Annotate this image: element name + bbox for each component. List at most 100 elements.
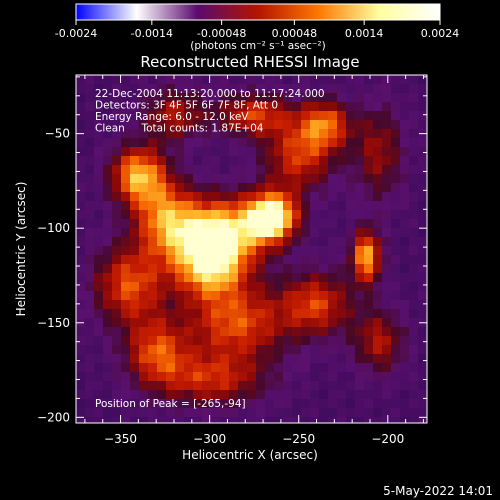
heatmap-cell [319, 309, 329, 319]
heatmap-cell [94, 174, 104, 184]
heatmap-cell [112, 399, 122, 409]
heatmap-cell [148, 390, 158, 400]
heatmap-cell [175, 138, 185, 148]
heatmap-cell [139, 390, 149, 400]
heatmap-cell [193, 120, 203, 130]
heatmap-cell [94, 291, 104, 301]
heatmap-cell [400, 345, 410, 355]
heatmap-cell [121, 246, 131, 256]
heatmap-cell [211, 264, 221, 274]
heatmap-cell [400, 300, 410, 310]
heatmap-cell [157, 102, 167, 112]
heatmap-cell [346, 273, 356, 283]
heatmap-cell [346, 246, 356, 256]
heatmap-cell [238, 345, 248, 355]
heatmap-cell [85, 372, 95, 382]
heatmap-cell [400, 390, 410, 400]
heatmap-cell [256, 318, 266, 328]
heatmap-cell [364, 273, 374, 283]
heatmap-cell [202, 120, 212, 130]
heatmap-cell [157, 345, 167, 355]
heatmap-cell [409, 264, 419, 274]
heatmap-cell [391, 75, 401, 85]
heatmap-cell [238, 210, 248, 220]
heatmap-cell [310, 354, 320, 364]
heatmap-cell [292, 345, 302, 355]
heatmap-cell [85, 327, 95, 337]
heatmap-cell [301, 345, 311, 355]
heatmap-cell [364, 372, 374, 382]
heatmap-cell [355, 129, 365, 139]
heatmap-cell [328, 345, 338, 355]
heatmap-cell [373, 336, 383, 346]
heatmap-cell [409, 327, 419, 337]
heatmap-cell [274, 147, 284, 157]
heatmap-cell [202, 156, 212, 166]
heatmap-cell [130, 282, 140, 292]
heatmap-cell [265, 75, 275, 85]
heatmap-cell [148, 300, 158, 310]
heatmap-cell [211, 147, 221, 157]
heatmap-cell [337, 129, 347, 139]
heatmap-cell [409, 390, 419, 400]
heatmap-cell [238, 138, 248, 148]
heatmap-cell [274, 165, 284, 175]
heatmap-cell [373, 120, 383, 130]
heatmap-cell [310, 255, 320, 265]
heatmap-cell [301, 174, 311, 184]
heatmap-cell [175, 363, 185, 373]
heatmap-cell [400, 282, 410, 292]
heatmap-cell [202, 174, 212, 184]
heatmap-cell [373, 399, 383, 409]
heatmap-cell [310, 345, 320, 355]
heatmap-cell [265, 381, 275, 391]
heatmap-cell [130, 264, 140, 274]
heatmap-cell [202, 372, 212, 382]
heatmap-cell [121, 408, 131, 418]
heatmap-cell [337, 417, 347, 424]
heatmap-cell [409, 192, 419, 202]
heatmap-cell [391, 120, 401, 130]
heatmap-cell [220, 291, 230, 301]
heatmap-cell [184, 183, 194, 193]
heatmap-cell [418, 399, 428, 409]
heatmap-cell [391, 129, 401, 139]
heatmap-cell [418, 336, 428, 346]
heatmap-cell [364, 156, 374, 166]
heatmap-cell [121, 417, 131, 424]
heatmap-cell [121, 300, 131, 310]
heatmap-cell [355, 228, 365, 238]
heatmap-cell [247, 336, 257, 346]
heatmap-cell [94, 120, 104, 130]
heatmap-cell [202, 255, 212, 265]
heatmap-cell [328, 120, 338, 130]
heatmap-cell [76, 363, 86, 373]
heatmap-cell [139, 336, 149, 346]
heatmap-cell [229, 111, 239, 121]
heatmap-cell [157, 399, 167, 409]
heatmap-cell [166, 192, 176, 202]
heatmap-cell [274, 120, 284, 130]
heatmap-cell [157, 390, 167, 400]
heatmap-cell [175, 75, 185, 85]
heatmap-cell [175, 228, 185, 238]
heatmap-cell [112, 102, 122, 112]
heatmap-cell [364, 183, 374, 193]
heatmap-cell [139, 147, 149, 157]
heatmap-cell [400, 219, 410, 229]
heatmap-cell [85, 417, 95, 424]
heatmap-cell [310, 201, 320, 211]
heatmap-cell [85, 138, 95, 148]
heatmap-cell [364, 120, 374, 130]
heatmap-cell [175, 336, 185, 346]
heatmap-cell [283, 120, 293, 130]
heatmap-cell [346, 417, 356, 424]
heatmap-cell [400, 408, 410, 418]
heatmap-cell [400, 165, 410, 175]
heatmap-cell [319, 408, 329, 418]
heatmap-cell [139, 318, 149, 328]
heatmap-cell [364, 309, 374, 319]
heatmap-cell [229, 327, 239, 337]
heatmap-cell [373, 201, 383, 211]
heatmap-cell [400, 354, 410, 364]
